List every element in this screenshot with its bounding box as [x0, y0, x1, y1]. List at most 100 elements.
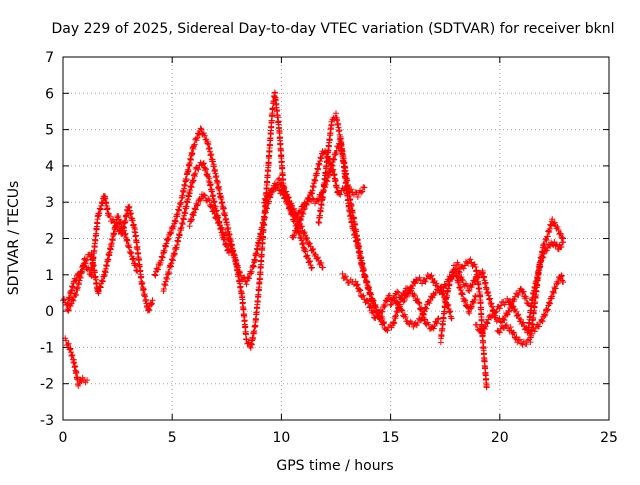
data-point [549, 216, 556, 223]
data-point [164, 235, 171, 242]
data-point [505, 307, 512, 314]
data-point [459, 291, 466, 298]
data-point [359, 188, 366, 195]
data-point [500, 316, 507, 323]
y-tick-label: 6 [45, 86, 54, 102]
data-point [96, 287, 103, 294]
data-point [197, 125, 204, 132]
data-point [364, 297, 371, 304]
data-point [329, 167, 336, 174]
data-point [157, 259, 164, 266]
data-point [134, 268, 141, 275]
data-point [458, 274, 465, 281]
data-point [492, 309, 499, 316]
data-point [243, 281, 250, 288]
data-point [304, 252, 311, 259]
data-point [148, 300, 155, 307]
data-point [333, 147, 340, 154]
data-point [379, 308, 386, 315]
data-point [430, 325, 437, 332]
data-point [132, 262, 139, 269]
data-point [128, 249, 135, 256]
data-point [420, 311, 427, 318]
data-point [550, 290, 557, 297]
data-point [194, 201, 201, 208]
data-point [442, 304, 449, 311]
tick-labels: 0 5 10 15 20 25 -3 -2 -1 0 1 2 3 4 5 6 7 [40, 50, 618, 446]
data-point [279, 188, 286, 195]
data-point [97, 283, 104, 290]
data-point [291, 232, 298, 239]
data-point [523, 341, 530, 348]
data-point [464, 301, 471, 308]
data-point [70, 297, 77, 304]
data-point [148, 301, 155, 308]
data-point [354, 281, 361, 288]
data-point [539, 253, 546, 260]
data-point [192, 206, 199, 213]
series-track [186, 89, 326, 351]
y-tick-label: 5 [45, 123, 54, 139]
data-point [281, 184, 288, 191]
data-point [78, 378, 85, 385]
data-point [394, 299, 401, 306]
data-point [276, 175, 283, 182]
data-point [84, 377, 91, 384]
data-point [461, 296, 468, 303]
data-point [544, 306, 551, 313]
data-point [511, 296, 518, 303]
data-point [539, 318, 546, 325]
data-point [146, 307, 153, 314]
data-point [408, 285, 415, 292]
data-point [507, 297, 514, 304]
data-point [219, 226, 226, 233]
data-point [223, 240, 230, 247]
data-point [216, 218, 223, 225]
data-point [310, 246, 317, 253]
data-point [557, 231, 564, 238]
data-point [292, 210, 299, 217]
data-point [208, 204, 215, 211]
series-track [339, 270, 455, 330]
data-series [60, 89, 567, 391]
data-point [268, 189, 275, 196]
data-point [558, 244, 565, 251]
data-point [328, 161, 335, 168]
y-tick-label: -2 [40, 377, 54, 393]
data-point [523, 295, 530, 302]
data-point [395, 289, 402, 296]
data-point [434, 316, 441, 323]
data-point [127, 250, 134, 257]
data-point [119, 224, 126, 231]
data-point [552, 285, 559, 292]
series-track [64, 213, 141, 314]
data-point [541, 240, 548, 247]
data-point [468, 303, 475, 310]
data-point [179, 221, 186, 228]
data-point [65, 340, 72, 347]
data-point [306, 240, 313, 247]
data-point [465, 287, 472, 294]
data-point [384, 298, 391, 305]
data-point [287, 206, 294, 213]
data-point [298, 217, 305, 224]
data-point [382, 302, 389, 309]
data-point [170, 225, 177, 232]
series-track [387, 270, 479, 317]
data-point [415, 299, 422, 306]
data-point [465, 260, 472, 267]
data-point [285, 194, 292, 201]
data-point [468, 305, 475, 312]
data-point [303, 201, 310, 208]
data-point [479, 331, 486, 338]
data-point [165, 236, 172, 243]
data-point [328, 162, 335, 169]
data-point [305, 195, 312, 202]
data-point [393, 298, 400, 305]
data-point [387, 302, 394, 309]
data-point [248, 270, 255, 277]
data-point [401, 297, 408, 304]
data-point [306, 258, 313, 265]
data-point [425, 321, 432, 328]
